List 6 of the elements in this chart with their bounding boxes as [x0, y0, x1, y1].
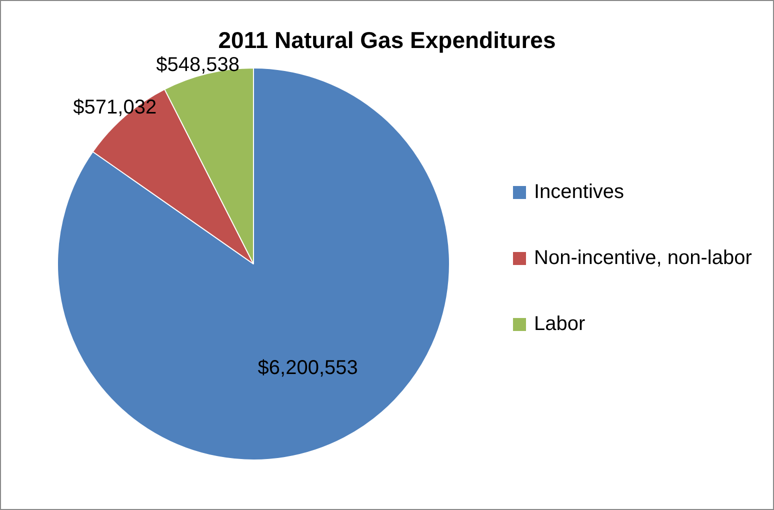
legend-label: Labor — [534, 312, 586, 337]
legend-label: Non-incentive, non-labor — [534, 246, 752, 271]
data-label: $548,538 — [156, 54, 240, 76]
data-label: $6,200,553 — [258, 356, 358, 379]
legend-label: Incentives — [534, 180, 624, 205]
chart-title: 2011 Natural Gas Expenditures — [217, 27, 557, 54]
